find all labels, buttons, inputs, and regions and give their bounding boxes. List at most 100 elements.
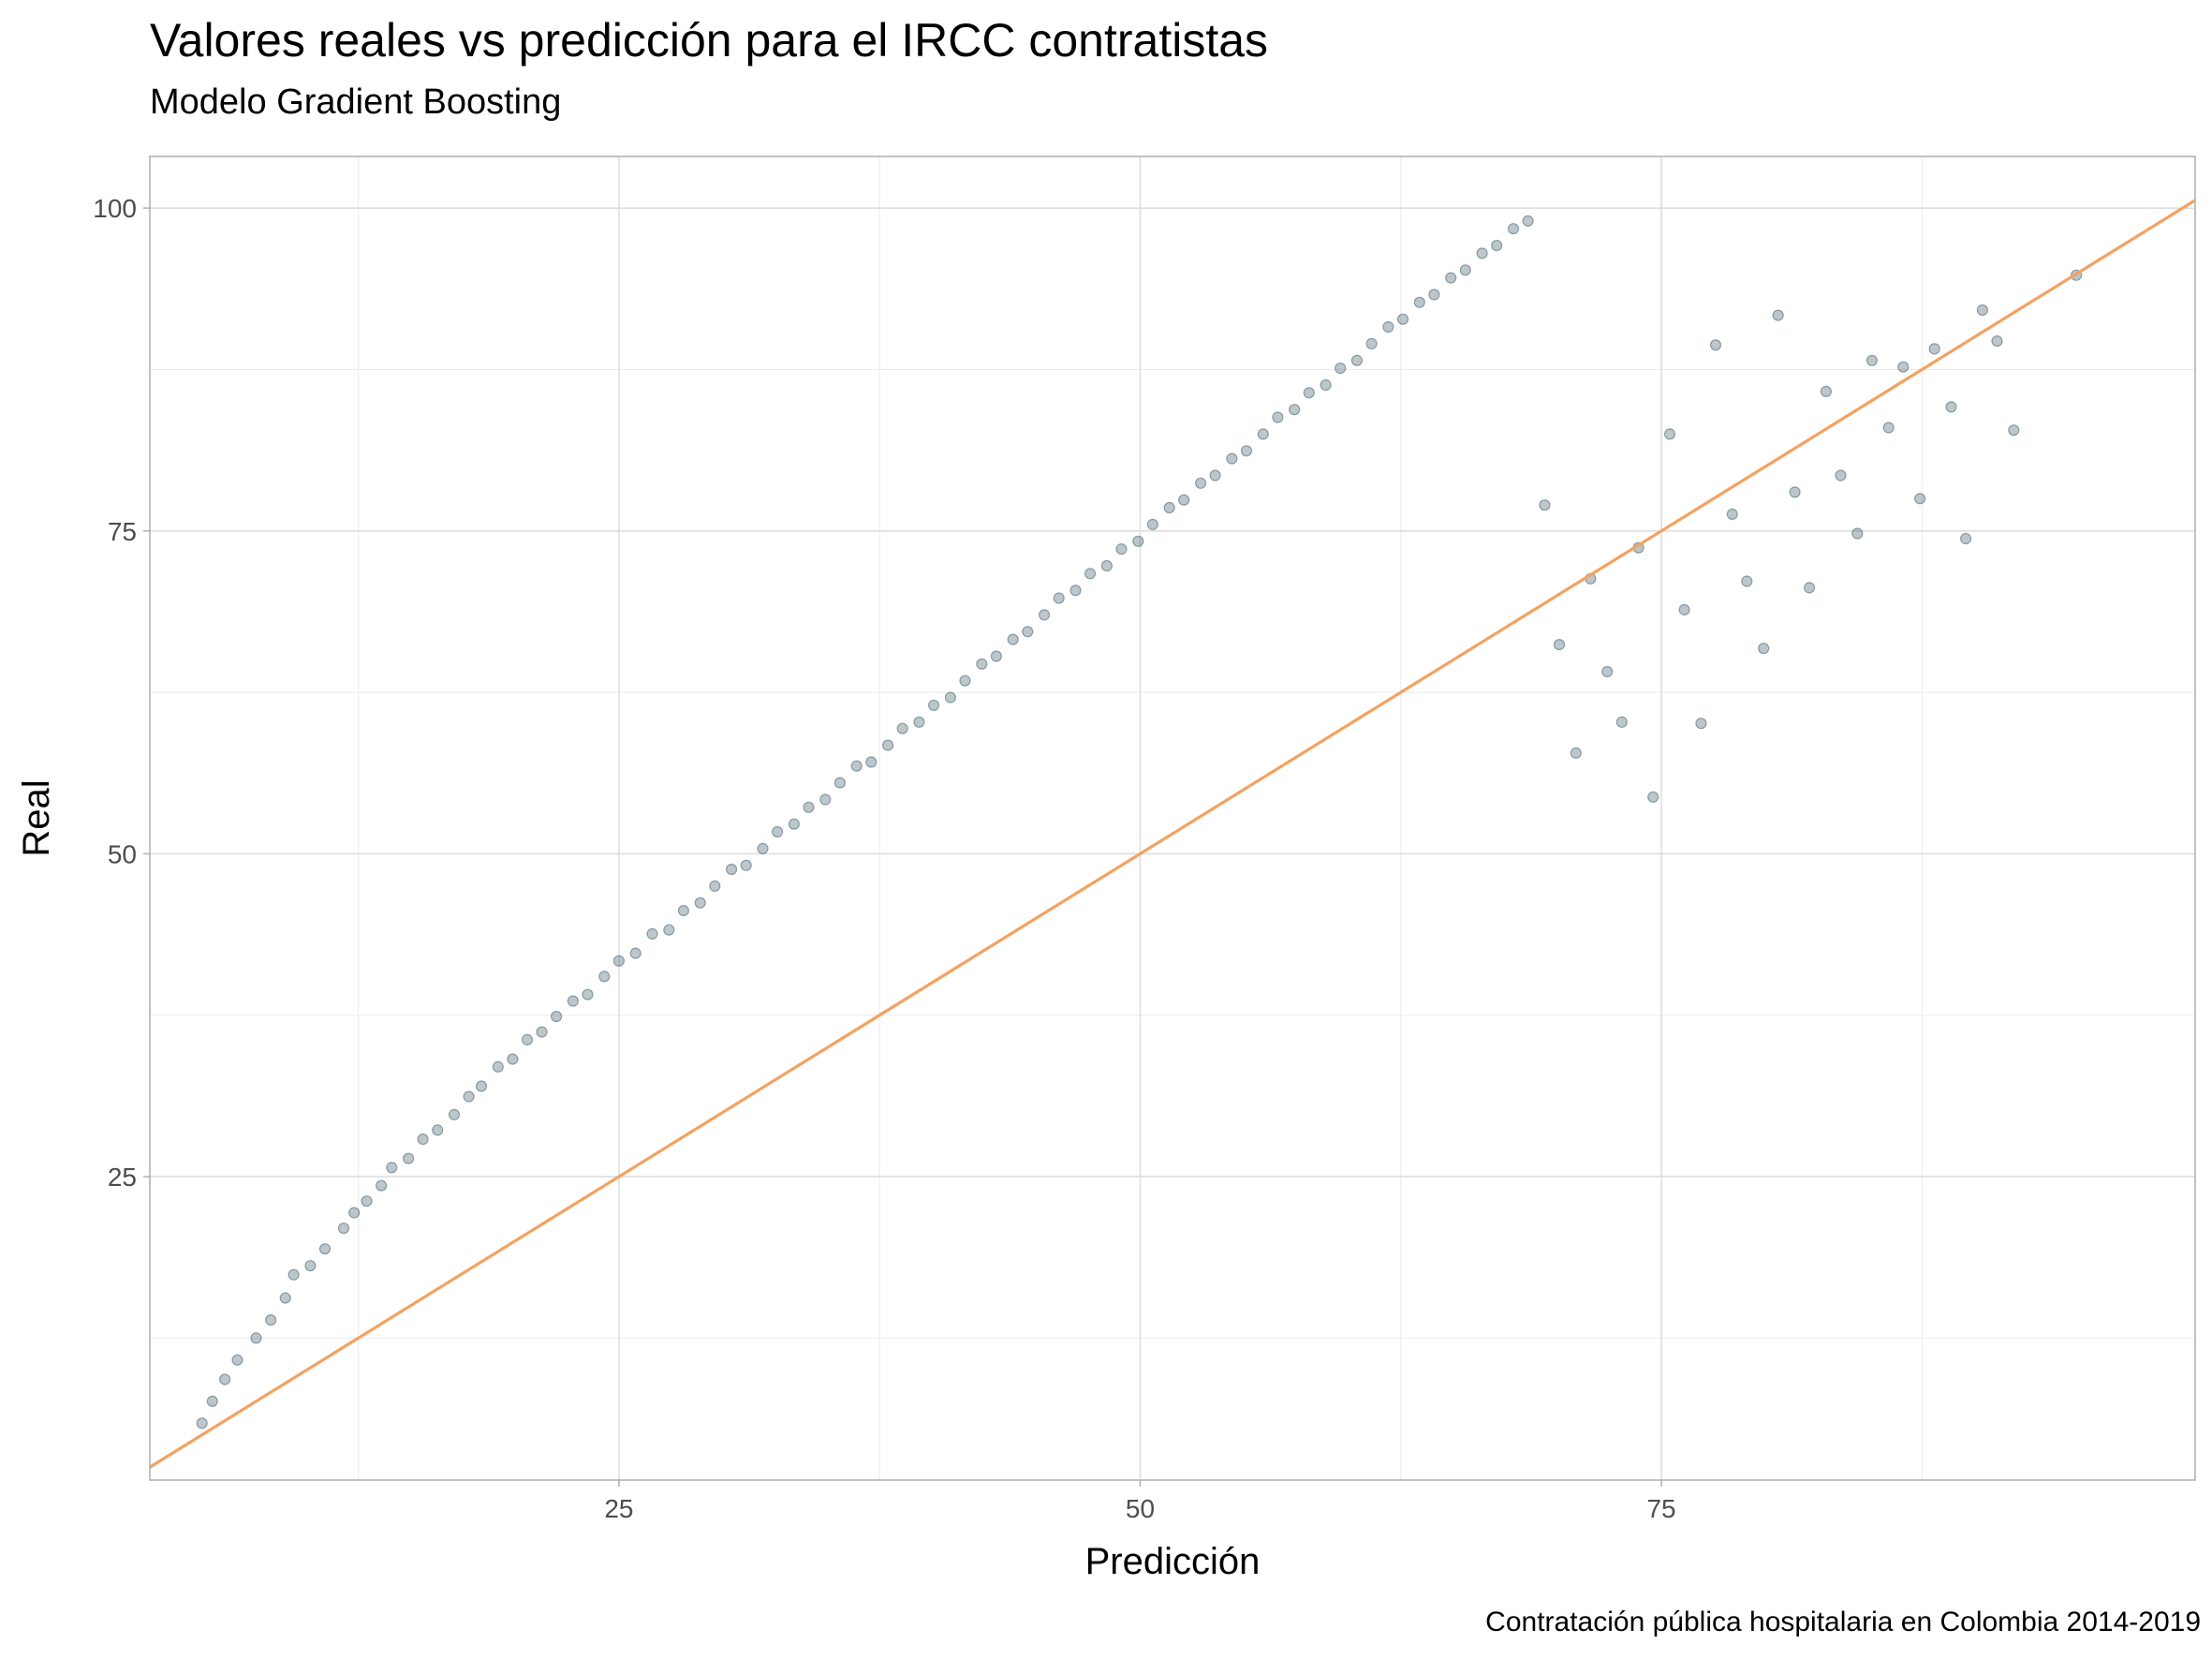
y-axis-title: Real <box>16 779 57 856</box>
data-point <box>1758 643 1770 655</box>
y-tick-label: 75 <box>108 517 137 546</box>
data-point <box>475 1080 488 1092</box>
y-tick-label: 100 <box>93 194 137 223</box>
data-point <box>677 904 690 917</box>
data-point <box>1570 747 1582 760</box>
data-point <box>881 739 894 751</box>
data-point <box>1194 477 1207 489</box>
y-tick-label: 50 <box>108 839 137 868</box>
x-tick-label: 50 <box>1126 1494 1155 1523</box>
data-point <box>1053 592 1065 604</box>
data-points <box>196 215 2083 1429</box>
chart-subtitle: Modelo Gradient Boosting <box>150 82 562 122</box>
data-point <box>1303 387 1315 399</box>
data-point <box>279 1292 291 1304</box>
data-point <box>1084 568 1097 580</box>
data-point <box>1835 469 1847 481</box>
data-point <box>1240 445 1253 457</box>
data-point <box>1663 428 1676 440</box>
data-point <box>819 793 832 806</box>
data-point <box>1459 264 1471 276</box>
data-point <box>2008 424 2020 437</box>
data-point <box>1522 215 1534 227</box>
data-point <box>850 760 863 772</box>
data-point <box>976 658 988 670</box>
data-point <box>1209 469 1221 481</box>
x-tick-label: 25 <box>604 1494 633 1523</box>
data-point <box>1789 486 1801 498</box>
panel-border <box>149 156 2196 1481</box>
data-point <box>1960 532 1972 545</box>
data-point <box>1976 304 1988 317</box>
data-point <box>663 924 675 936</box>
data-point <box>567 995 580 1007</box>
data-point <box>1851 527 1864 540</box>
data-point <box>348 1207 361 1219</box>
data-point <box>803 801 815 813</box>
data-point <box>1226 452 1238 465</box>
data-point <box>725 863 738 876</box>
data-point <box>1647 791 1659 803</box>
data-point <box>913 716 925 728</box>
data-point <box>521 1033 534 1046</box>
data-point <box>507 1053 519 1065</box>
reference-line <box>149 199 2196 1469</box>
data-point <box>1289 404 1301 416</box>
data-point <box>1491 240 1503 252</box>
data-point <box>448 1108 461 1121</box>
data-point <box>1695 718 1707 730</box>
data-point <box>1991 335 2003 348</box>
data-point <box>1365 337 1378 349</box>
data-point <box>582 988 594 1000</box>
data-point <box>536 1026 548 1038</box>
data-point <box>1100 559 1113 572</box>
data-point <box>1163 501 1175 514</box>
data-point <box>288 1268 300 1281</box>
data-point <box>1413 296 1425 308</box>
grid-minor <box>150 156 2195 1480</box>
data-point <box>1772 309 1784 321</box>
y-axis-ticks: 25 50 75 100 <box>93 194 150 1192</box>
data-point <box>250 1332 262 1344</box>
data-point <box>771 825 784 838</box>
x-axis-title: Predicción <box>1085 1541 1261 1582</box>
data-point <box>1335 363 1347 375</box>
data-point <box>1601 665 1614 678</box>
grid-major <box>150 156 2195 1480</box>
data-point <box>1320 378 1332 392</box>
data-point <box>1678 603 1690 616</box>
data-point <box>492 1060 504 1074</box>
data-point <box>598 970 611 983</box>
data-point <box>1897 361 1910 373</box>
x-tick-label: 75 <box>1646 1494 1675 1523</box>
chart-title: Valores reales vs predicción para el IRC… <box>150 14 1269 67</box>
data-point <box>629 947 641 959</box>
data-point <box>694 896 706 909</box>
data-point <box>1741 575 1753 587</box>
data-point <box>1882 422 1895 434</box>
data-point <box>1553 638 1566 651</box>
data-point <box>337 1222 350 1235</box>
data-point <box>1115 542 1128 555</box>
data-point <box>990 650 1003 662</box>
x-axis-ticks: 25 50 75 <box>604 1480 1676 1523</box>
data-point <box>833 777 847 789</box>
y-tick-label: 25 <box>108 1163 137 1192</box>
data-point <box>1709 339 1722 351</box>
data-point <box>1865 354 1879 366</box>
data-point <box>865 756 877 768</box>
data-point <box>1928 343 1940 355</box>
data-point <box>1350 354 1364 366</box>
chart-caption: Contratación pública hospitalaria en Col… <box>1485 1607 2201 1637</box>
data-point <box>1803 582 1816 594</box>
data-point <box>376 1179 388 1192</box>
data-point <box>1257 428 1269 440</box>
data-point <box>709 880 721 893</box>
data-point <box>361 1195 373 1207</box>
data-point <box>1820 385 1833 397</box>
data-point <box>959 674 971 687</box>
data-point <box>612 955 626 967</box>
data-point <box>788 818 801 830</box>
data-point <box>403 1152 415 1164</box>
